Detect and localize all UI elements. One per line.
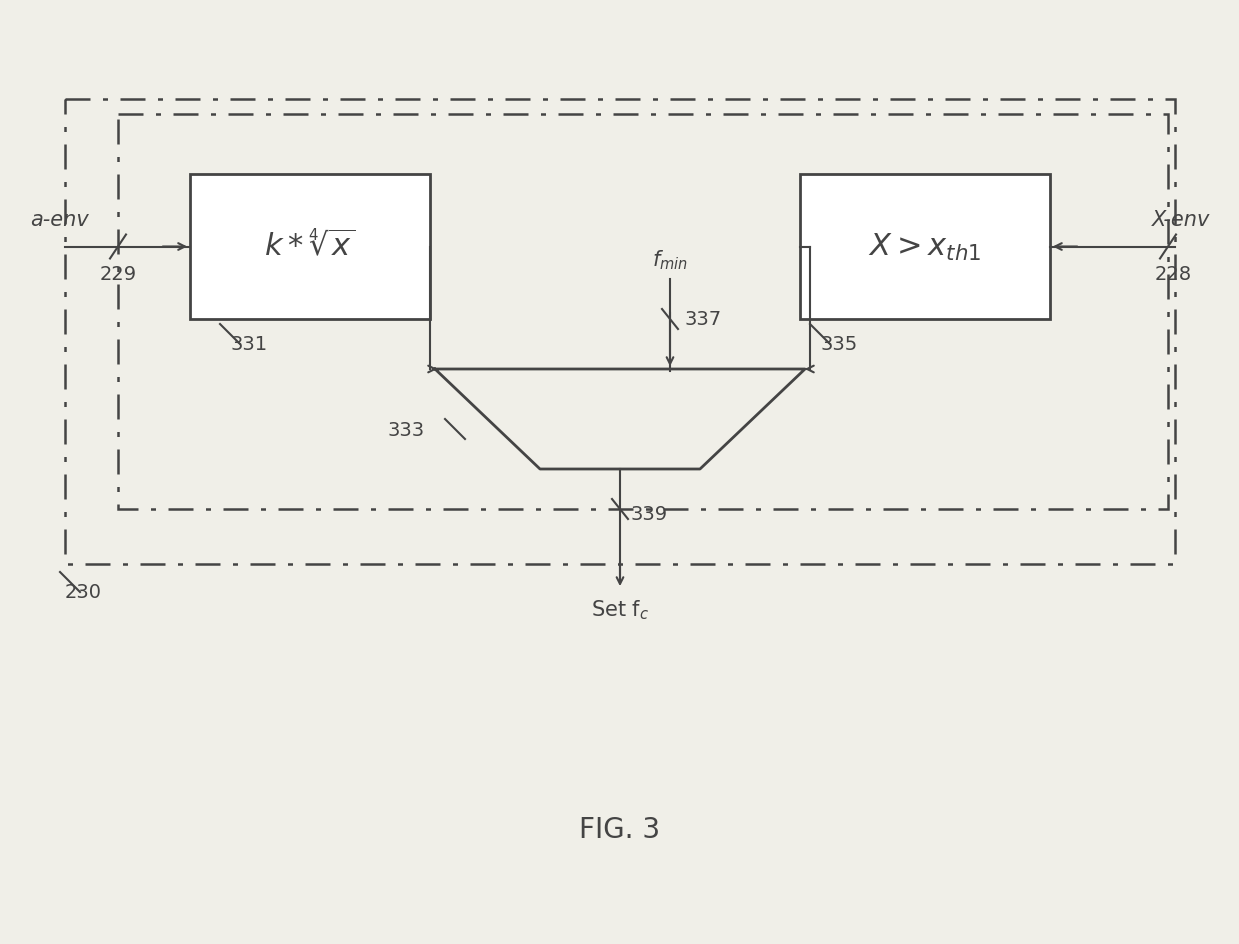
Bar [64, 100, 1175, 565]
Text: 229: 229 [100, 265, 138, 284]
Text: 335: 335 [820, 334, 857, 354]
Text: Set f$_c$: Set f$_c$ [591, 598, 649, 621]
Text: 333: 333 [388, 420, 425, 439]
Text: FIG. 3: FIG. 3 [580, 815, 660, 843]
Bar [118, 115, 1168, 510]
Bar [800, 175, 1049, 320]
Text: a-env: a-env [30, 210, 89, 229]
Text: f$_{min}$: f$_{min}$ [652, 248, 688, 272]
Text: 339: 339 [629, 504, 667, 523]
Text: 331: 331 [230, 334, 268, 354]
Text: $k * \sqrt[4]{x}$: $k * \sqrt[4]{x}$ [264, 231, 356, 263]
Text: 230: 230 [64, 582, 102, 601]
Text: 228: 228 [1155, 265, 1192, 284]
Bar [190, 175, 430, 320]
Text: 337: 337 [685, 310, 722, 329]
Text: $X > x_{th1}$: $X > x_{th1}$ [869, 231, 981, 262]
Text: X-env: X-env [1151, 210, 1211, 229]
